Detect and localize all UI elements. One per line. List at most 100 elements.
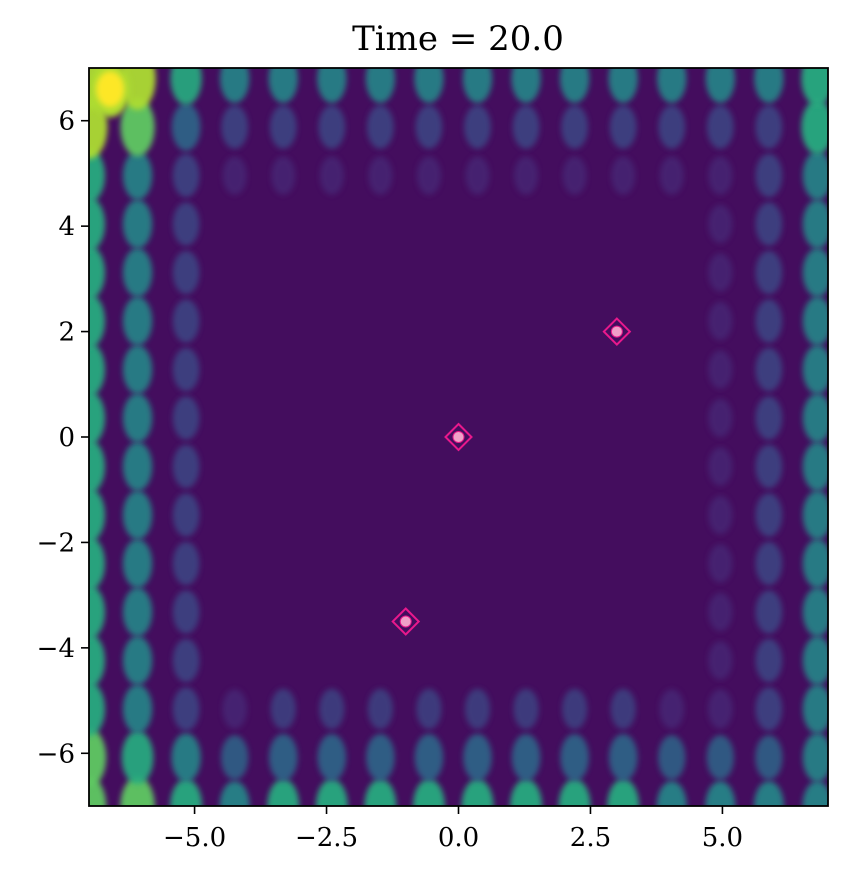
field-blob (89, 197, 105, 252)
field-blob (802, 490, 828, 540)
field-blob (802, 345, 828, 394)
field-blob (708, 398, 733, 438)
field-blob (122, 199, 153, 249)
field-blob (89, 682, 105, 736)
field-blob (753, 781, 784, 806)
field-blob (364, 779, 397, 806)
field-blob (172, 638, 200, 683)
y-tick-label: 2 (58, 318, 75, 348)
field-blob (365, 68, 396, 103)
field-blob (463, 733, 492, 782)
field-blob (89, 245, 105, 300)
field-blob (318, 105, 346, 149)
field-blob (219, 68, 250, 103)
field-blob (122, 248, 153, 297)
field-blob (708, 156, 733, 195)
field-blob (561, 688, 588, 730)
field-blob (755, 153, 783, 198)
field-blob (755, 735, 783, 780)
point-marker (444, 422, 473, 452)
field-blob (707, 689, 733, 729)
field-blob (366, 733, 395, 782)
field-blob (120, 776, 155, 806)
field-blob (319, 688, 345, 730)
field-blob (222, 156, 247, 195)
field-blob (755, 250, 783, 295)
field-blob (658, 735, 686, 780)
field-blob (657, 68, 687, 103)
field-blob (122, 684, 153, 734)
field-blob (755, 590, 783, 634)
field-blob (412, 779, 445, 806)
field-blob (510, 779, 543, 806)
field-blob (464, 105, 491, 149)
field-blob (658, 105, 686, 149)
field-blob (513, 156, 539, 195)
field-blob (607, 779, 640, 806)
marker-dot (399, 615, 412, 628)
y-tick-label: 6 (58, 107, 75, 137)
y-axis: −6 −4 −2 0 2 4 6 (37, 107, 89, 769)
field-blob (172, 687, 200, 731)
field-blob (802, 684, 828, 734)
field-blob (659, 156, 684, 195)
field-blob (317, 733, 347, 782)
field-blob (170, 779, 203, 806)
field-blob (122, 151, 153, 200)
field-blob (802, 781, 828, 806)
field-blob (611, 156, 636, 195)
field-blob (755, 105, 783, 149)
field-blob (415, 105, 443, 149)
x-tick-label: 2.5 (570, 823, 611, 853)
field-blob (802, 248, 828, 297)
field-blob (172, 493, 200, 537)
field-blob (755, 347, 783, 392)
field-blob (708, 350, 733, 389)
field-blob (706, 735, 735, 780)
field-blob (121, 730, 154, 785)
field-blob (268, 733, 298, 782)
chart-title: Time = 20.0 (352, 19, 564, 59)
field-blob (559, 68, 590, 103)
x-axis: −5.0 −2.5 0.0 2.5 5.0 (163, 806, 743, 853)
field-blob (269, 105, 297, 149)
field-blob (172, 202, 200, 246)
field-blob (221, 105, 249, 149)
field-blob (708, 592, 733, 632)
marker-diamond (391, 607, 421, 636)
marker-dot (610, 325, 623, 338)
markers (391, 317, 632, 636)
field-blob (172, 444, 200, 489)
field-blob (89, 148, 105, 203)
field-blob (221, 735, 249, 780)
field-blob (122, 490, 153, 540)
field-blob (89, 488, 105, 543)
field-blob (89, 585, 105, 640)
field-blob (802, 733, 828, 782)
field-blob (171, 103, 201, 151)
field-blob (89, 439, 105, 494)
field-blob (755, 299, 783, 343)
density-field (89, 68, 828, 806)
field-blob (172, 590, 200, 634)
field-blob (122, 442, 153, 491)
field-blob (416, 156, 442, 195)
field-blob (366, 105, 394, 149)
field-blob (706, 105, 734, 149)
field-blob (754, 68, 784, 103)
field-blob (802, 296, 828, 346)
field-blob (317, 68, 347, 103)
field-blob (802, 587, 828, 637)
field-blob (801, 99, 828, 155)
y-tick-label: 0 (58, 423, 75, 453)
field-blob (122, 345, 153, 394)
field-blob (219, 781, 250, 806)
field-blob (802, 636, 828, 685)
y-tick-label: −6 (37, 739, 75, 769)
field-blob (122, 296, 153, 346)
field-blob (172, 541, 200, 586)
field-blob (708, 544, 733, 583)
x-tick-label: 5.0 (702, 823, 743, 853)
field-blob (802, 393, 828, 443)
field-blob (708, 641, 733, 680)
